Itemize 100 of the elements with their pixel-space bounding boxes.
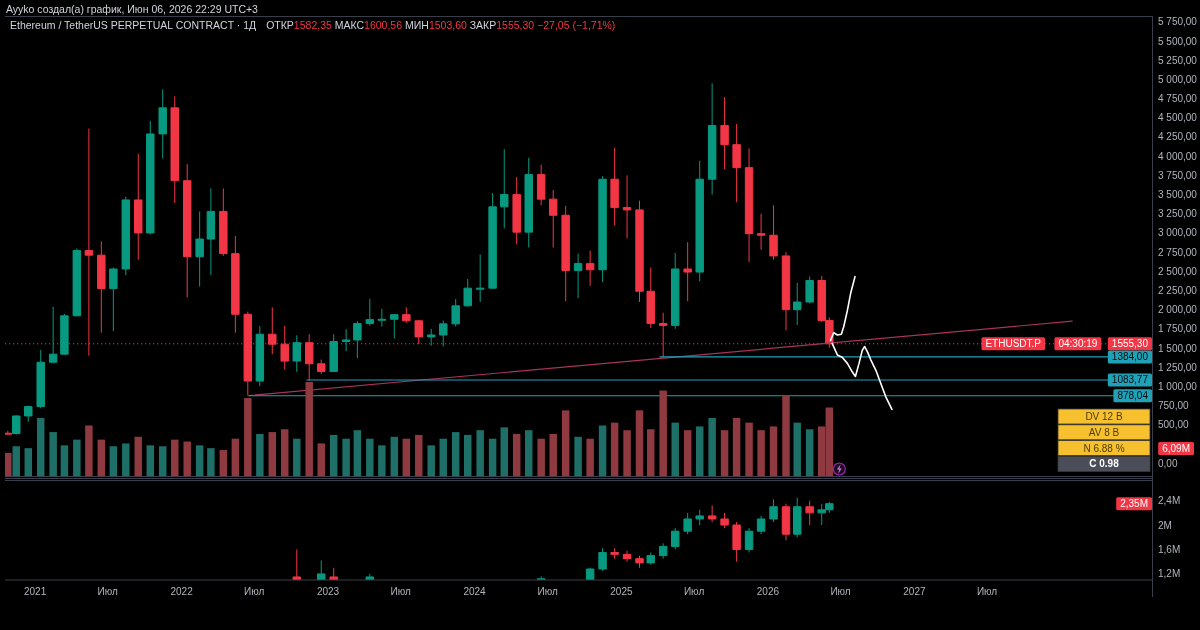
candlestick — [109, 266, 118, 332]
candlestick — [744, 527, 754, 554]
y-tick-label: 500,00 — [1158, 419, 1190, 431]
data-label: 1384,00 — [1111, 351, 1149, 363]
ref-line-label: 1555,30 — [1111, 338, 1149, 350]
candlestick — [60, 313, 69, 356]
bar — [415, 434, 423, 477]
bar — [659, 390, 667, 477]
candlestick — [463, 278, 472, 308]
candlestick — [304, 333, 314, 382]
candlestick — [402, 306, 411, 324]
bar — [183, 441, 191, 477]
annotation: AV 8 B — [1088, 426, 1120, 438]
candlestick — [500, 148, 509, 229]
bar — [574, 436, 582, 477]
annotation: 2,35M — [1120, 498, 1148, 510]
candlestick — [548, 189, 558, 248]
candlestick — [329, 333, 338, 373]
bar — [720, 430, 729, 477]
candlestick — [451, 298, 460, 328]
bar — [24, 448, 33, 477]
candlestick — [744, 148, 754, 263]
x-tick-label: Июл — [537, 585, 558, 597]
candlestick — [219, 187, 228, 257]
bar — [695, 426, 704, 477]
candlestick — [512, 176, 521, 245]
x-tick-label: Июл — [683, 585, 705, 597]
bar — [623, 430, 631, 477]
bar — [317, 443, 325, 477]
candlestick — [792, 282, 802, 326]
candlestick — [439, 319, 448, 347]
bar — [671, 422, 679, 477]
candlestick — [146, 120, 155, 235]
bar — [402, 438, 411, 477]
candlestick — [585, 567, 595, 580]
bar — [769, 426, 778, 477]
candlestick — [732, 521, 741, 563]
bar — [586, 438, 594, 477]
bar — [49, 432, 57, 477]
bar — [805, 429, 814, 477]
candlestick — [292, 548, 301, 580]
annotation: 04:30:19 — [1058, 338, 1098, 350]
candlestick — [390, 313, 399, 339]
annotation: C 0.98 — [1089, 458, 1120, 470]
candlestick — [182, 163, 192, 298]
candlestick — [585, 250, 595, 287]
candlestick — [635, 200, 644, 303]
candlestick — [622, 174, 632, 239]
candlestick — [97, 240, 106, 334]
bar — [476, 430, 484, 477]
bar — [219, 450, 228, 477]
bar — [451, 432, 460, 477]
candlestick — [292, 334, 301, 373]
bar — [329, 434, 338, 477]
x-tick-label: 2024 — [463, 585, 487, 597]
candlestick — [72, 247, 82, 317]
candlestick — [329, 567, 338, 580]
candlestick — [24, 405, 33, 423]
bar — [73, 439, 81, 477]
candlestick — [231, 235, 240, 334]
candlestick — [377, 308, 387, 328]
candlestick — [536, 164, 546, 206]
text: 6,09M — [1162, 443, 1190, 454]
bar — [500, 427, 508, 477]
candlestick — [695, 160, 704, 282]
bar — [280, 429, 289, 477]
y-tick-label: 2 500,00 — [1158, 265, 1198, 277]
x-tick-label: Июл — [976, 585, 998, 597]
x-tick-label: Июл — [244, 585, 265, 597]
bar — [97, 439, 106, 477]
candlestick — [670, 527, 680, 550]
y-tick-label: 2 250,00 — [1158, 284, 1198, 296]
bar — [353, 430, 362, 477]
x-tick-label: 2027 — [903, 585, 926, 597]
bar — [782, 395, 790, 477]
candlestick — [781, 251, 791, 331]
x-tick-label: 2022 — [170, 585, 194, 597]
bar — [635, 410, 644, 477]
x-tick-label: 2021 — [23, 585, 47, 597]
candlestick — [720, 96, 729, 170]
bar — [256, 433, 264, 477]
candlestick — [121, 196, 131, 276]
y-tick-label: 2M — [1158, 519, 1172, 531]
y-tick-label: 5 250,00 — [1158, 54, 1198, 66]
y-tick-label: 3 750,00 — [1158, 169, 1198, 181]
x-tick-label: Июл — [97, 585, 119, 597]
bar — [231, 438, 240, 477]
bar — [610, 422, 619, 477]
bar — [598, 425, 607, 477]
y-tick-label: 2,4M — [1158, 495, 1181, 507]
candlestick — [158, 88, 167, 159]
y-tick-label: 1 250,00 — [1158, 361, 1198, 373]
y-tick-label: 4 000,00 — [1158, 150, 1198, 162]
candlestick — [769, 204, 778, 261]
y-tick-label: 2 750,00 — [1158, 246, 1198, 258]
bar — [427, 445, 435, 477]
candlestick — [732, 123, 741, 203]
candlestick — [646, 552, 655, 566]
x-tick-label: 2026 — [756, 585, 780, 597]
bar — [60, 445, 69, 477]
